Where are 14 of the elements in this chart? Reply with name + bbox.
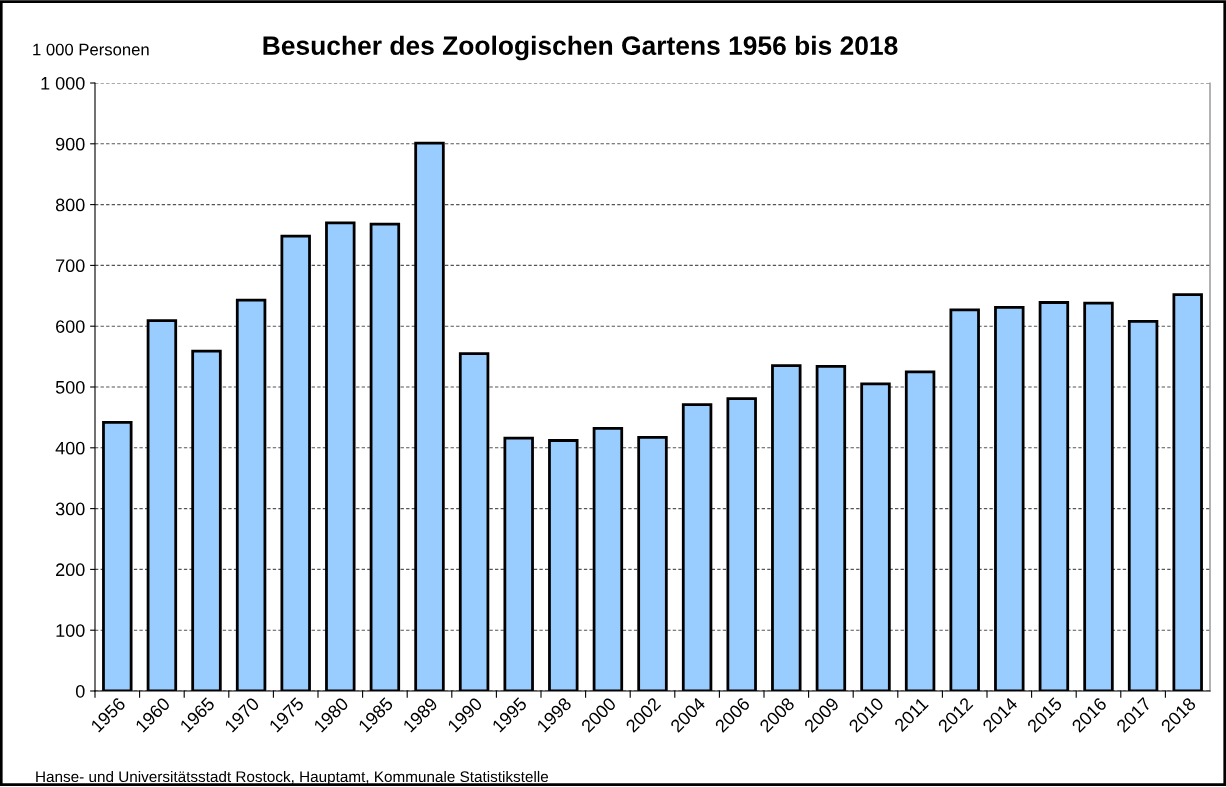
y-tick-label: 900 (56, 137, 85, 151)
y-axis-title: 1 000 Personen (33, 43, 149, 56)
y-tick-label: 200 (56, 563, 85, 577)
y-tick-label: 800 (55, 198, 85, 212)
y-tick-label: 700 (56, 259, 85, 273)
y-tick-label: 100 (56, 624, 85, 637)
y-tick-label: 0 (75, 684, 85, 698)
y-tick-label: 300 (55, 502, 85, 516)
y-tick-label: 600 (56, 320, 85, 333)
text: Hanse- und Universitätsstadt Rostock, Hauptamt, Kommunale Statistikstelle (36, 770, 549, 786)
y-tick-label: 1 000 (41, 76, 85, 90)
y-tick-label: 400 (55, 441, 85, 455)
chart-title: Besucher des Zoologischen Gartens 1956 bis 2018 (263, 35, 898, 61)
y-tick-label: 500 (55, 380, 85, 394)
